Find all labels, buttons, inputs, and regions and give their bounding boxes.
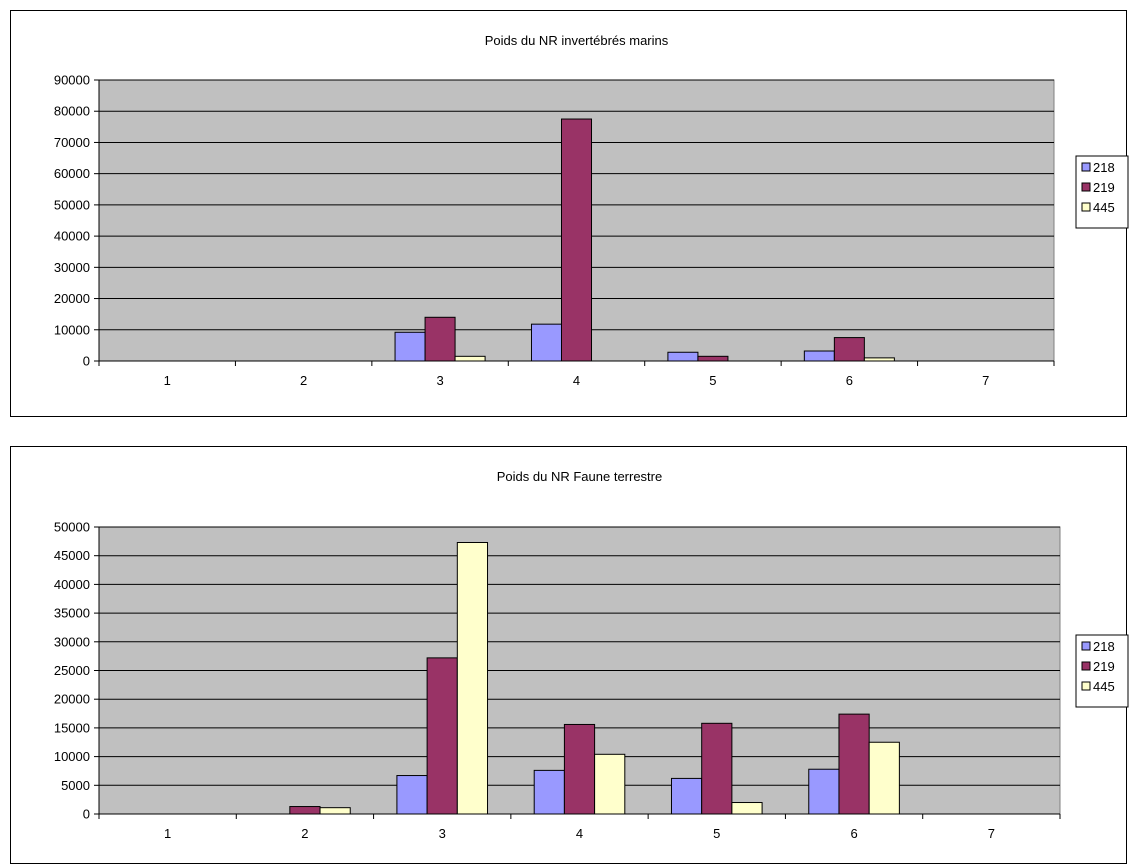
x-tick-label: 6 [850,826,857,841]
bar-218-cat-4 [530,323,562,362]
bar-445-cat-3 [456,541,489,815]
bar-219-cat-3 [426,657,458,815]
y-tick-label: 20000 [54,692,90,707]
bar-445-cat-5 [731,802,763,815]
bar-218-cat-5 [667,351,699,362]
legend-label-445: 445 [1093,200,1115,215]
legend-swatch-219 [1081,182,1091,192]
x-tick-label: 3 [439,826,446,841]
bar-445-cat-4 [594,753,626,815]
bar-219-cat-6 [838,713,870,815]
x-tick-label: 6 [846,373,853,388]
legend-label-218: 218 [1093,639,1115,654]
x-tick-label: 2 [300,373,307,388]
legend-label-445: 445 [1093,679,1115,694]
chart-invertebres-marins: Poids du NR invertébrés marins 0 10000 2000… [10,10,1129,417]
bar-445-cat-2 [319,807,351,815]
bar-219-cat-5 [701,722,733,815]
y-tick-label: 10000 [54,749,90,764]
chart-title: Poids du NR Faune terrestre [497,469,662,484]
y-tick-label: 60000 [54,166,90,181]
bar-445-cat-6 [868,741,900,815]
legend-swatch-445 [1081,681,1091,691]
y-tick-label: 25000 [54,663,90,678]
bar-445-cat-3 [454,355,486,362]
y-tick-label: 50000 [54,197,90,212]
bar-445-cat-6 [863,357,895,362]
y-tick-label: 0 [83,354,90,369]
y-tick-label: 70000 [54,135,90,150]
x-tick-label: 2 [301,826,308,841]
legend-swatch-218 [1081,641,1091,651]
y-tick-label: 40000 [54,229,90,244]
legend-swatch-219 [1081,661,1091,671]
bar-218-cat-6 [803,350,835,362]
bar-218-cat-3 [396,775,428,815]
legend-label-218: 218 [1093,160,1115,175]
bar-219-cat-5 [697,355,729,362]
x-tick-label: 4 [576,826,583,841]
x-tick-label: 7 [982,373,989,388]
y-tick-label: 30000 [54,260,90,275]
x-tick-label: 5 [709,373,716,388]
chart-svg: Poids du NR invertébrés marins 0 10000 2000… [54,33,1129,388]
y-tick-label: 10000 [54,322,90,337]
y-tick-label: 15000 [54,720,90,735]
legend-swatch-445 [1081,202,1091,212]
bar-219-cat-2 [289,806,321,815]
y-tick-label: 30000 [54,634,90,649]
y-tick-label: 45000 [54,548,90,563]
bar-218-cat-3 [394,331,426,362]
bar-218-cat-6 [808,768,840,815]
bar-219-cat-3 [424,316,456,362]
legend-swatch-218 [1081,162,1091,172]
x-tick-label: 4 [573,373,580,388]
y-tick-label: 35000 [54,606,90,621]
x-tick-label: 5 [713,826,720,841]
bar-219-cat-4 [560,118,593,362]
bar-218-cat-4 [533,769,565,815]
y-tick-label: 90000 [54,73,90,88]
y-tick-label: 5000 [61,778,90,793]
bar-219-cat-4 [563,723,596,815]
chart-title: Poids du NR invertébrés marins [485,33,669,48]
x-tick-label: 3 [436,373,443,388]
y-tick-label: 40000 [54,577,90,592]
x-tick-label: 7 [988,826,995,841]
y-tick-label: 20000 [54,291,90,306]
x-tick-label: 1 [164,826,171,841]
y-tick-label: 80000 [54,104,90,119]
bar-218-cat-5 [670,777,703,815]
chart-svg: Poids du NR Faune terrestre0500010000150… [54,469,1129,841]
y-tick-label: 50000 [54,520,90,535]
y-tick-label: 0 [83,807,90,822]
x-tick-label: 1 [164,373,171,388]
bar-219-cat-6 [833,337,865,362]
legend-label-219: 219 [1093,659,1115,674]
legend-label-219: 219 [1093,180,1115,195]
chart-faune-terrestre: Poids du NR Faune terrestre 0 5000 10000 150… [10,446,1129,864]
